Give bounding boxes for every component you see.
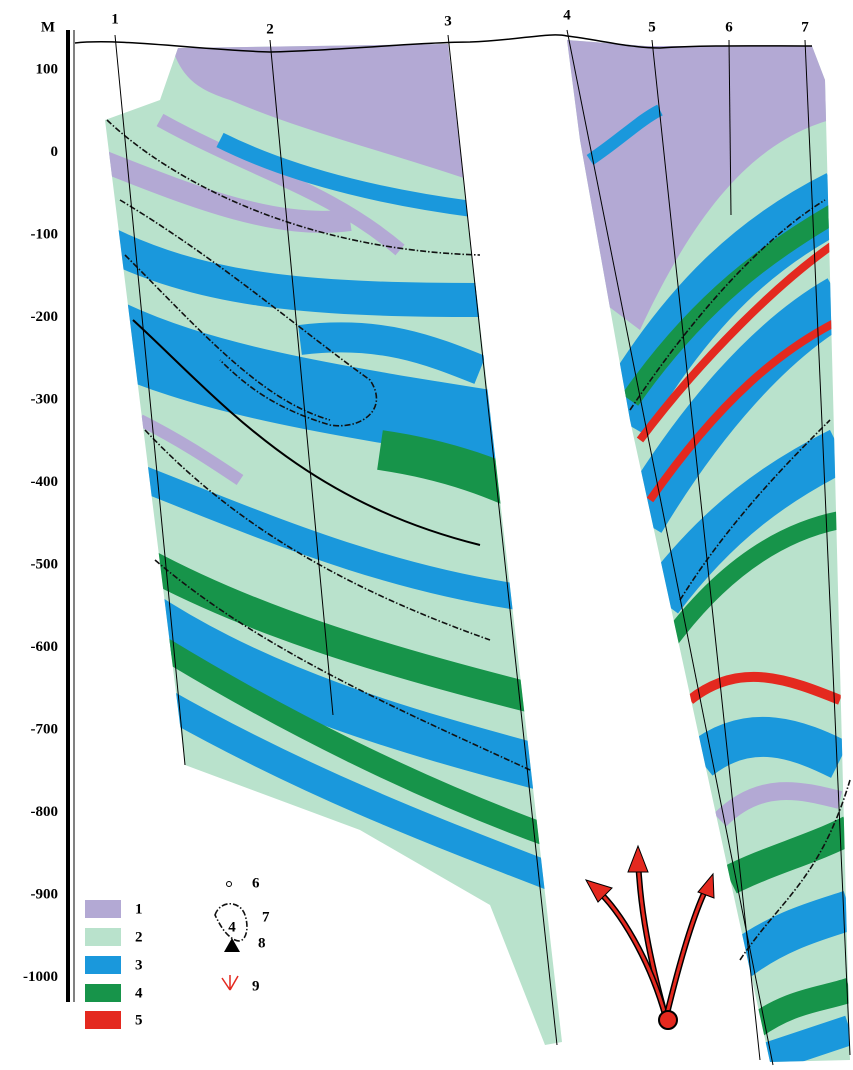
axis-bar: [66, 30, 70, 1002]
well-label: 4: [563, 7, 571, 23]
legend-label: 8: [258, 935, 266, 951]
legend-swatch: [85, 956, 121, 974]
depth-label: -200: [31, 309, 59, 325]
axis-unit: M: [41, 19, 55, 35]
depth-label: -800: [31, 804, 59, 820]
arrows: [586, 846, 714, 1029]
legend-label: 6: [252, 875, 260, 891]
legend-swatch: [85, 900, 121, 918]
legend-swatch: [85, 1011, 121, 1029]
legend-label: 1: [135, 901, 143, 917]
well-label: 5: [648, 19, 656, 35]
legend-label: 9: [252, 978, 260, 994]
legend: 1 2 3 4 5 4 6 7 8 9: [85, 875, 270, 1029]
left-block: [90, 30, 590, 1060]
axis-labels: 100 0 -100 -200 -300 -400 -500 -600 -700 -800 -900…: [23, 61, 58, 985]
depth-label: -400: [31, 474, 59, 490]
depth-label: 0: [51, 144, 59, 160]
depth-label: -1000: [23, 969, 58, 985]
well-labels: 1 2 3 4 5 6 7: [111, 7, 809, 37]
legend-label: 4: [135, 985, 143, 1001]
legend-swatch: [85, 984, 121, 1002]
depth-label: -100: [31, 226, 59, 242]
legend-label: 2: [135, 929, 143, 945]
well-label: 7: [801, 19, 809, 35]
cross-section: 1 2 3 4 5 6 7 M 100 0 -100 -200 -300 -400 -500…: [0, 0, 853, 1070]
well-label: 2: [266, 21, 274, 37]
well-label: 1: [111, 11, 119, 27]
depth-label: -600: [31, 639, 59, 655]
legend-symbol: [222, 975, 238, 990]
legend-marker-label: 4: [228, 919, 236, 935]
well-label: 6: [725, 19, 733, 35]
legend-swatch: [85, 928, 121, 946]
legend-symbol: [227, 882, 232, 887]
depth-label: -700: [31, 721, 59, 737]
depth-label: -300: [31, 391, 59, 407]
legend-label: 3: [135, 957, 143, 973]
legend-label: 5: [135, 1012, 143, 1028]
depth-label: -500: [31, 556, 59, 572]
depth-label: -900: [31, 886, 59, 902]
legend-label: 7: [262, 909, 270, 925]
depth-label: 100: [36, 61, 59, 77]
well-label: 3: [444, 13, 452, 29]
